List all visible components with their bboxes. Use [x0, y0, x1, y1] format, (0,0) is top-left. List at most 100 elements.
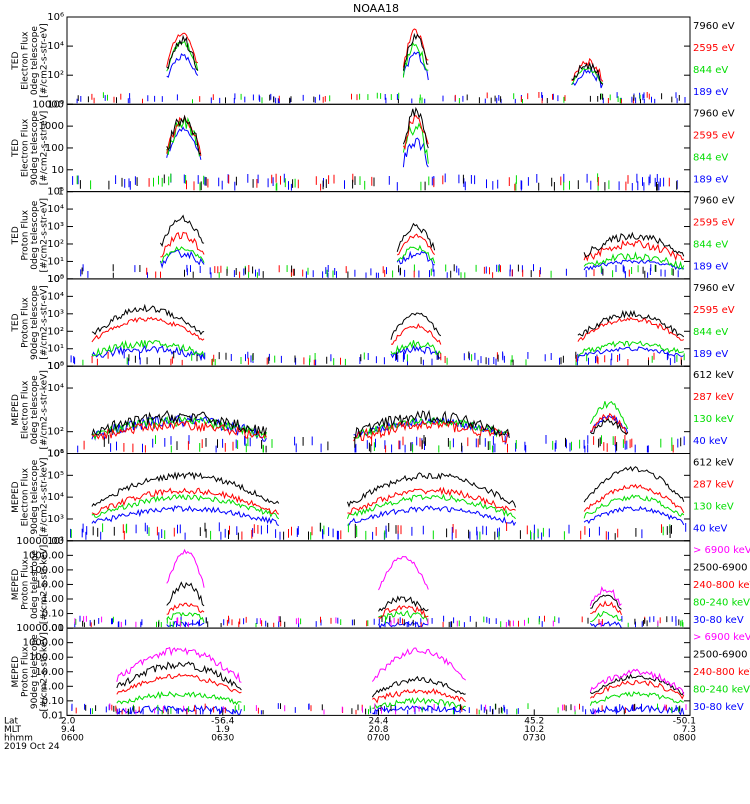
y-tick-label: 10²: [47, 536, 64, 547]
burst-trace: [371, 647, 466, 682]
y-axis-label-line: 90deg telescope: [30, 285, 40, 360]
burst-trace: [402, 41, 429, 78]
burst-trace: [590, 610, 622, 623]
time-axis-row-label: Lat: [4, 716, 19, 726]
burst-trace: [91, 504, 280, 526]
y-tick-label: 10⁰: [47, 99, 64, 110]
burst-trace: [378, 605, 429, 619]
y-tick-label: 1.00: [42, 681, 64, 692]
legend-entry: > 6900 keV: [693, 632, 750, 643]
burst-trace: [372, 688, 466, 704]
legend-entry: 240-800 keV: [693, 667, 750, 678]
y-tick-label: 10¹: [47, 344, 64, 355]
y-tick-label: 10³: [47, 309, 64, 320]
legend-entry: 2595 eV: [693, 130, 735, 141]
burst-trace: [396, 250, 435, 266]
series-trace: [91, 28, 650, 104]
burst-trace: [116, 673, 242, 695]
panel-frame: [66, 365, 691, 455]
burst-trace: [571, 61, 604, 85]
noise-ticks: [103, 435, 682, 453]
legend-entry: 189 eV: [693, 174, 728, 185]
y-tick-label: 10²: [47, 70, 64, 81]
legend-entry: 40 keV: [693, 524, 727, 535]
burst-trace: [589, 585, 622, 607]
legend-entry: 844 eV: [693, 240, 728, 251]
y-tick-label: 10⁴: [47, 41, 64, 52]
burst-trace: [577, 346, 685, 359]
burst-trace: [583, 465, 685, 503]
burst-trace: [166, 34, 199, 71]
burst-trace: [589, 691, 684, 706]
burst-trace: [402, 137, 429, 168]
time-axis-value: 7.3: [682, 725, 696, 735]
y-axis-label-line: TED: [11, 226, 21, 245]
noise-ticks: [74, 615, 659, 628]
y-tick-label: 10000.00: [16, 536, 64, 547]
time-axis-value: -50.1: [673, 716, 696, 726]
y-tick-label: 10⁴: [47, 383, 64, 394]
time-axis-value: 0600: [61, 733, 84, 743]
y-tick-label: 10³: [47, 514, 64, 525]
burst-trace: [347, 505, 517, 527]
y-axis-label: TEDProton Flux0deg telescope[#/cm2-s-str…: [11, 198, 50, 273]
legend-entry: 30-80 keV: [693, 615, 744, 626]
burst-trace: [166, 32, 199, 68]
burst-trace: [583, 494, 685, 519]
legend-entry: 2595 eV: [693, 43, 735, 54]
series-trace: [82, 581, 680, 628]
burst-trace: [396, 244, 436, 264]
y-axis-label-line: Proton Flux: [21, 646, 31, 697]
legend-entry: 7960 eV: [693, 196, 735, 207]
noise-ticks: [82, 616, 680, 628]
panel-frame: [66, 278, 691, 367]
burst-trace: [583, 483, 685, 514]
burst-trace: [166, 126, 202, 160]
noise-ticks: [155, 435, 673, 453]
y-axis-label-line: [#/cm2-s-str-keV]: [40, 457, 50, 536]
legend-entry: 2500-6900: [693, 562, 748, 573]
burst-trace: [91, 409, 267, 436]
burst-trace: [91, 419, 267, 441]
burst-trace: [583, 505, 685, 526]
burst-trace: [589, 668, 685, 695]
burst-trace: [353, 409, 510, 439]
y-axis-label: MEPEDElectron Flux0deg telescope[#/cm2-s…: [11, 370, 50, 449]
burst-trace: [390, 340, 442, 356]
time-axis-value: 24.4: [368, 716, 388, 726]
burst-trace: [571, 66, 604, 89]
noise-ticks: [122, 522, 662, 540]
y-tick-label: 10⁵: [47, 470, 64, 481]
legend-entry: 287 keV: [693, 392, 734, 403]
series-trace: [76, 116, 610, 191]
noise-ticks: [109, 703, 687, 715]
burst-trace: [402, 51, 429, 81]
date-label: 2019 Oct 24: [4, 742, 60, 752]
burst-trace: [390, 345, 441, 359]
y-tick-label: 10²: [47, 326, 64, 337]
burst-trace: [589, 703, 685, 716]
y-tick-label: 100.00: [29, 652, 64, 663]
time-axis-value: 0700: [367, 733, 390, 743]
series-trace: [91, 465, 685, 540]
noise-ticks: [91, 703, 680, 715]
legend-entry: 130 keV: [693, 502, 734, 513]
y-axis-label-line: MEPED: [11, 569, 21, 601]
series-trace: [91, 409, 682, 453]
burst-trace: [91, 416, 267, 441]
y-axis-label-line: Proton Flux: [21, 297, 31, 348]
y-axis-label-line: MEPED: [11, 656, 21, 688]
legend-entry: 287 keV: [693, 480, 734, 491]
burst-trace: [346, 472, 517, 508]
y-axis-label: MEPEDElectron Flux90deg telescope[#/cm2-…: [11, 457, 50, 536]
noise-ticks: [77, 435, 685, 453]
y-axis-label-line: [#/cm2-s-str-keV]: [40, 370, 50, 449]
y-tick-label: 10²: [47, 239, 64, 250]
noise-ticks: [218, 264, 673, 278]
y-tick-label: 10.00: [35, 579, 64, 590]
time-axis-value: 2.0: [61, 716, 76, 726]
burst-trace: [166, 602, 205, 615]
series-trace: [74, 615, 677, 629]
